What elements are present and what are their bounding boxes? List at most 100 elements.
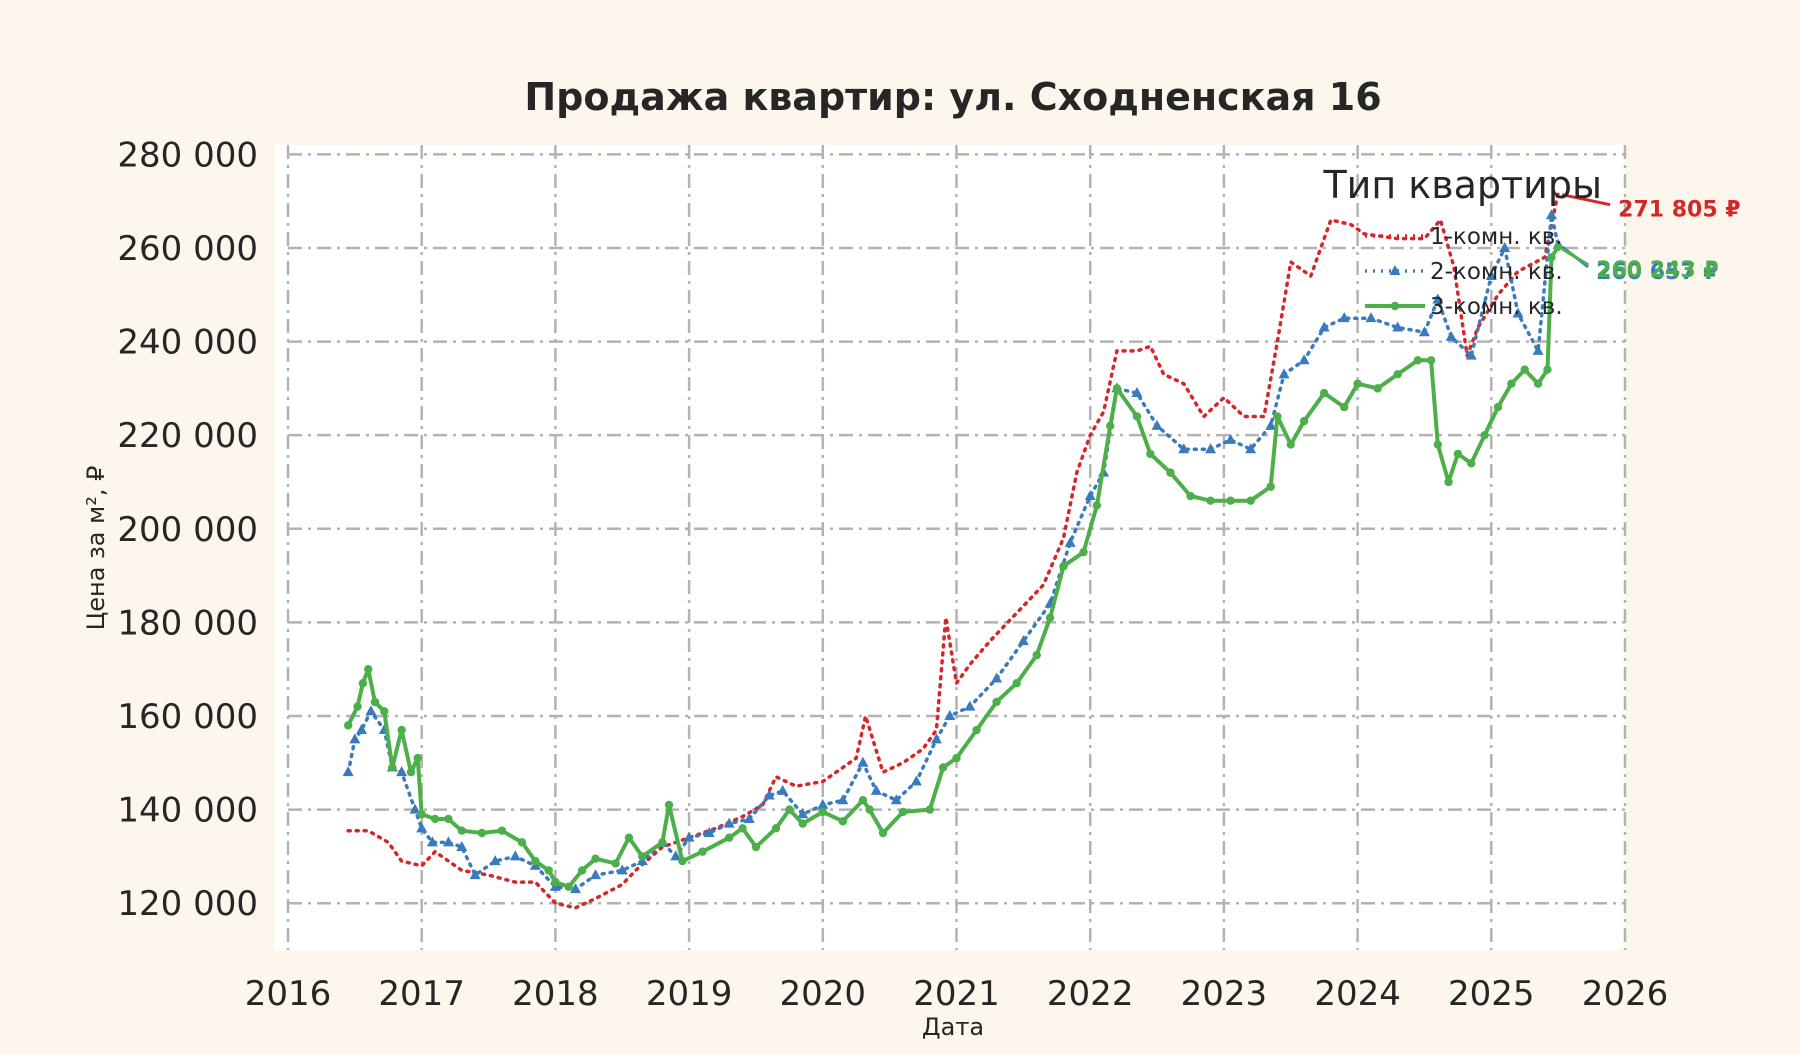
data-point bbox=[1273, 412, 1282, 421]
data-point bbox=[417, 810, 426, 819]
data-point bbox=[353, 702, 362, 711]
data-point bbox=[1265, 419, 1277, 430]
y-tick-label: 240 000 bbox=[117, 323, 258, 363]
data-point bbox=[1465, 349, 1477, 360]
data-point bbox=[638, 852, 647, 861]
data-point bbox=[1493, 402, 1503, 412]
data-point bbox=[838, 817, 848, 826]
data-point bbox=[1225, 433, 1237, 444]
data-point bbox=[1553, 242, 1563, 252]
data-point bbox=[1453, 449, 1463, 459]
data-point bbox=[406, 767, 416, 777]
data-point bbox=[890, 794, 902, 805]
data-point bbox=[1012, 679, 1021, 688]
data-point bbox=[797, 808, 809, 819]
data-point bbox=[1206, 496, 1215, 505]
x-tick-label: 2021 bbox=[913, 974, 1000, 1014]
data-point bbox=[365, 705, 377, 716]
legend: Тип квартиры 1-комн. кв. 2-комн. кв. 3-ком… bbox=[1322, 163, 1602, 320]
legend-title: Тип квартиры bbox=[1322, 163, 1602, 207]
series-line bbox=[346, 190, 1560, 910]
data-point bbox=[1079, 547, 1088, 557]
data-point bbox=[1426, 356, 1436, 365]
data-point bbox=[456, 841, 468, 852]
data-point bbox=[898, 807, 908, 817]
x-tick-label: 2026 bbox=[1582, 974, 1669, 1014]
data-point bbox=[430, 814, 440, 824]
data-point bbox=[564, 882, 573, 892]
data-point bbox=[1084, 490, 1096, 501]
data-point bbox=[1064, 536, 1076, 547]
data-point bbox=[743, 812, 755, 823]
y-tick-label: 180 000 bbox=[117, 603, 258, 643]
data-point bbox=[413, 753, 422, 763]
data-point bbox=[1543, 365, 1552, 374]
y-tick-label: 140 000 bbox=[117, 791, 258, 831]
data-point bbox=[865, 805, 874, 814]
data-point bbox=[497, 826, 507, 835]
data-point bbox=[738, 824, 747, 833]
data-point bbox=[1131, 387, 1143, 398]
data-point bbox=[1445, 330, 1457, 341]
data-point bbox=[703, 826, 715, 837]
chart-title: Продажа квартир: ул. Сходненская 16 bbox=[524, 75, 1381, 119]
y-tick-label: 260 000 bbox=[117, 229, 258, 269]
data-point bbox=[409, 803, 421, 814]
data-point bbox=[1166, 468, 1175, 477]
data-point bbox=[343, 721, 353, 730]
data-point bbox=[442, 836, 454, 847]
data-point bbox=[1092, 501, 1102, 510]
data-point bbox=[1545, 209, 1557, 220]
x-tick-label: 2018 bbox=[512, 974, 599, 1014]
x-tick-label: 2025 bbox=[1448, 974, 1535, 1014]
data-point bbox=[1045, 613, 1055, 622]
y-tick-label: 280 000 bbox=[117, 135, 258, 175]
data-point bbox=[426, 836, 438, 847]
data-point bbox=[1246, 496, 1255, 505]
data-point bbox=[930, 733, 942, 744]
series-2 bbox=[342, 209, 1564, 894]
data-point bbox=[1373, 384, 1382, 393]
data-point bbox=[370, 697, 380, 707]
data-point bbox=[1413, 356, 1422, 365]
data-point bbox=[388, 763, 397, 772]
end-label: 271 805 ₽ bbox=[1618, 198, 1740, 223]
data-point bbox=[798, 819, 807, 828]
data-point bbox=[1418, 326, 1430, 337]
data-point bbox=[664, 800, 674, 810]
x-tick-label: 2023 bbox=[1181, 974, 1268, 1014]
data-point bbox=[1106, 421, 1115, 431]
data-point bbox=[1318, 321, 1330, 332]
end-label-arrow bbox=[1561, 193, 1611, 207]
data-point bbox=[1547, 253, 1556, 262]
data-point bbox=[1365, 312, 1377, 323]
data-point bbox=[763, 789, 775, 800]
data-point bbox=[858, 796, 868, 805]
data-point bbox=[910, 775, 922, 786]
data-point bbox=[1151, 419, 1163, 430]
data-point bbox=[531, 856, 540, 866]
data-point bbox=[771, 824, 781, 833]
data-point bbox=[670, 850, 682, 861]
data-point bbox=[992, 697, 1001, 707]
data-point bbox=[1132, 412, 1142, 421]
data-point bbox=[356, 724, 368, 735]
data-point bbox=[1266, 482, 1275, 491]
data-point bbox=[1393, 370, 1402, 379]
data-point bbox=[1112, 384, 1122, 393]
x-axis-label: Дата bbox=[922, 1013, 984, 1041]
data-point bbox=[616, 864, 628, 875]
data-point bbox=[1480, 430, 1489, 440]
series-group bbox=[342, 190, 1564, 910]
x-axis-ticks: 2016 2017 2018 2019 2020 2021 2022 2023 2024 2025… bbox=[245, 974, 1669, 1014]
data-point bbox=[1444, 477, 1453, 487]
data-point bbox=[444, 814, 453, 824]
data-point bbox=[590, 869, 602, 880]
data-point bbox=[1017, 635, 1029, 646]
data-point bbox=[1512, 307, 1524, 318]
data-point bbox=[477, 828, 487, 838]
data-point bbox=[1178, 443, 1190, 454]
data-point bbox=[964, 700, 976, 711]
